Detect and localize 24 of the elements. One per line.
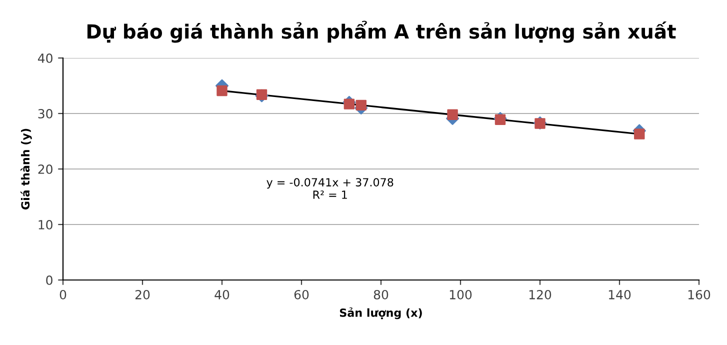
x-axis-title: Sản lượng (x)	[340, 307, 422, 320]
y-tick-label: 10	[38, 220, 52, 230]
y-tick-label: 30	[38, 108, 52, 118]
x-tick-label: 140	[608, 290, 631, 300]
point	[447, 109, 458, 120]
x-tick-label: 60	[294, 290, 309, 300]
point	[256, 89, 268, 100]
x-tick-label: 160	[688, 290, 710, 300]
x-tick-label: 80	[374, 290, 388, 300]
x-tick-label: 0	[60, 290, 66, 300]
point	[216, 85, 228, 96]
chart-title: Dự báo giá thành sản phẩm A trên sản lượng sản xuất	[87, 20, 676, 43]
annotation: y = -0.0741x + 37.078 R² = 1	[266, 178, 394, 199]
x-tick-label: 20	[135, 290, 150, 300]
x-tick-label: 120	[529, 290, 552, 300]
y-tick-label: 20	[38, 164, 52, 174]
point	[344, 98, 355, 110]
x-tick-label: 100	[450, 290, 472, 300]
y-axis-title: Giá thành (y)	[20, 128, 32, 210]
y-tick-label: 0	[46, 275, 52, 285]
point	[634, 128, 645, 140]
y-tick-label: 40	[38, 53, 52, 63]
point	[356, 100, 366, 111]
x-tick-label: 40	[214, 290, 230, 300]
